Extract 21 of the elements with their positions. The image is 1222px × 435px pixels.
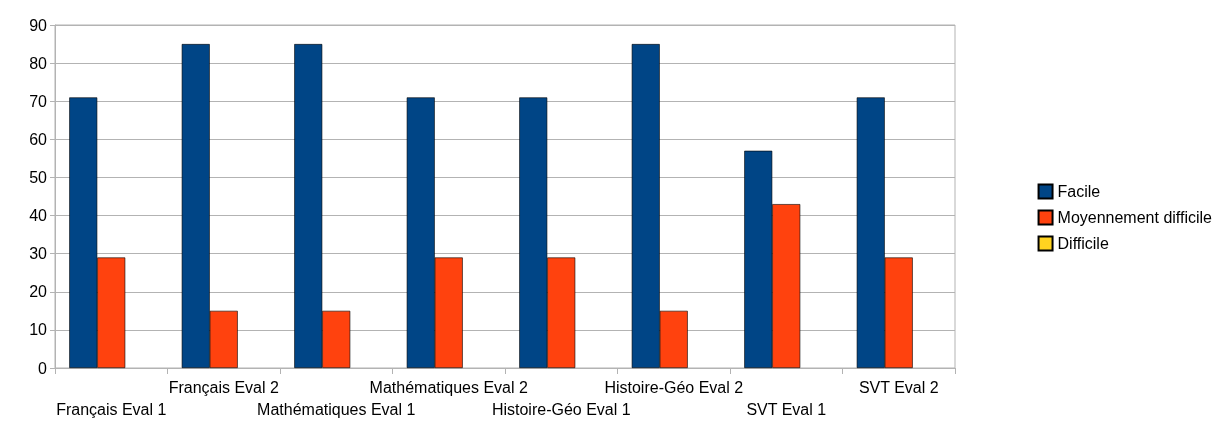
y-tick-label: 0: [38, 359, 48, 377]
x-tick-label: Histoire-Géo Eval 2: [604, 378, 744, 396]
x-tick-label: Français Eval 1: [56, 400, 167, 418]
legend-label: Difficile: [1057, 235, 1109, 252]
y-tick-label: 60: [29, 130, 48, 148]
x-tick-label: Histoire-Géo Eval 1: [491, 400, 631, 418]
y-tick-label: 30: [29, 245, 48, 263]
y-tick-label: 40: [29, 207, 48, 225]
y-tick-label: 70: [29, 92, 48, 110]
x-tick-label: Mathématiques Eval 1: [257, 400, 416, 418]
y-tick-label: 80: [29, 54, 48, 72]
y-tick-label: 50: [29, 168, 48, 186]
x-tick-label: Mathématiques Eval 2: [369, 378, 528, 396]
y-tick-label: 20: [29, 283, 48, 301]
legend-label: Facile: [1057, 183, 1101, 200]
x-tick-label: SVT Eval 2: [858, 378, 939, 396]
y-tick-label: 10: [29, 321, 48, 339]
x-tick-label: Français Eval 2: [168, 378, 279, 396]
y-tick-label: 90: [29, 16, 48, 34]
legend-label: Moyennement difficile: [1057, 209, 1213, 226]
x-tick-label: SVT Eval 1: [746, 400, 827, 418]
